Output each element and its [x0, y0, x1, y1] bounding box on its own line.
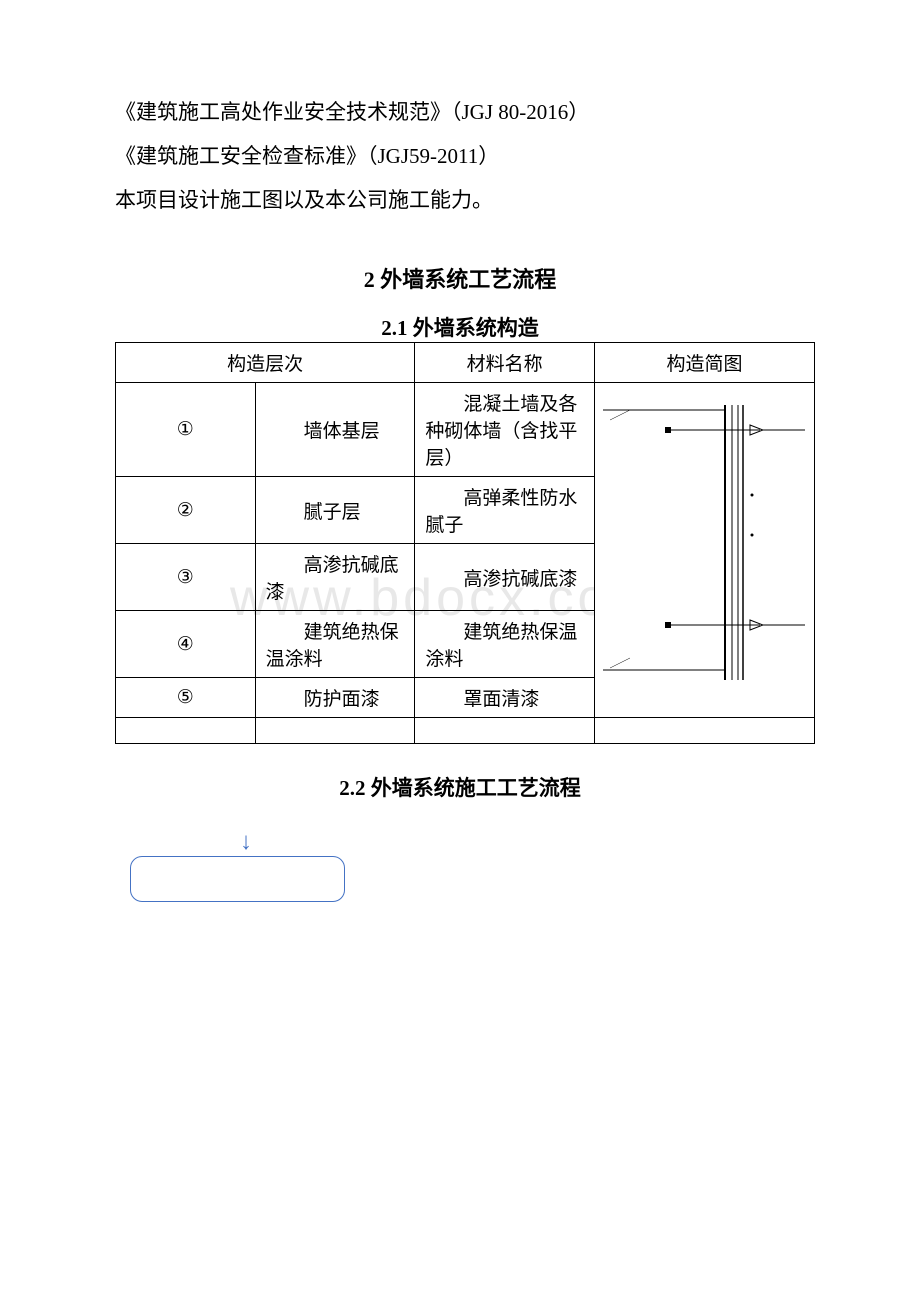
row-number: ②	[116, 477, 256, 544]
row-layer: 高渗抗碱底漆	[255, 544, 415, 611]
row-material: 建筑绝热保温涂料	[415, 611, 595, 678]
row-layer: 建筑绝热保温涂料	[255, 611, 415, 678]
row-layer: 墙体基层	[255, 383, 415, 477]
table-row: ① 墙体基层 混凝土墙及各种砌体墙（含找平层）	[116, 383, 815, 477]
row-number: ①	[116, 383, 256, 477]
row-number: ④	[116, 611, 256, 678]
flow-arrow-down-icon: ↓	[240, 830, 805, 854]
row-material: 罩面清漆	[415, 678, 595, 718]
structure-diagram-cell	[594, 383, 814, 718]
row-layer: 腻子层	[255, 477, 415, 544]
table-empty-row	[116, 718, 815, 744]
heading-section-2: 2 外墙系统工艺流程	[115, 262, 805, 294]
ref-line-3: 本项目设计施工图以及本公司施工能力。	[115, 178, 805, 222]
flow-step-box	[130, 856, 345, 902]
reference-block: 《建筑施工高处作业安全技术规范》（JGJ 80-2016） 《建筑施工安全检查标…	[115, 90, 805, 222]
header-material-name: 材料名称	[415, 343, 595, 383]
heading-section-2-1: 2.1 外墙系统构造	[115, 312, 805, 342]
heading-section-2-2: 2.2 外墙系统施工工艺流程	[115, 772, 805, 802]
ref-line-1: 《建筑施工高处作业安全技术规范》（JGJ 80-2016）	[115, 90, 805, 134]
header-diagram: 构造简图	[594, 343, 814, 383]
row-number: ③	[116, 544, 256, 611]
wall-structure-table: 构造层次 材料名称 构造简图 ① 墙体基层 混凝土墙及各种砌体墙（含找平层）	[115, 342, 815, 744]
table-header-row: 构造层次 材料名称 构造简图	[116, 343, 815, 383]
row-material: 高弹柔性防水腻子	[415, 477, 595, 544]
header-structure-level: 构造层次	[116, 343, 415, 383]
flowchart-block: ↓	[130, 830, 805, 902]
row-number: ⑤	[116, 678, 256, 718]
structure-diagram-svg	[595, 400, 813, 700]
row-layer: 防护面漆	[255, 678, 415, 718]
row-material: 高渗抗碱底漆	[415, 544, 595, 611]
ref-line-2: 《建筑施工安全检查标准》（JGJ59-2011）	[115, 134, 805, 178]
row-material: 混凝土墙及各种砌体墙（含找平层）	[415, 383, 595, 477]
